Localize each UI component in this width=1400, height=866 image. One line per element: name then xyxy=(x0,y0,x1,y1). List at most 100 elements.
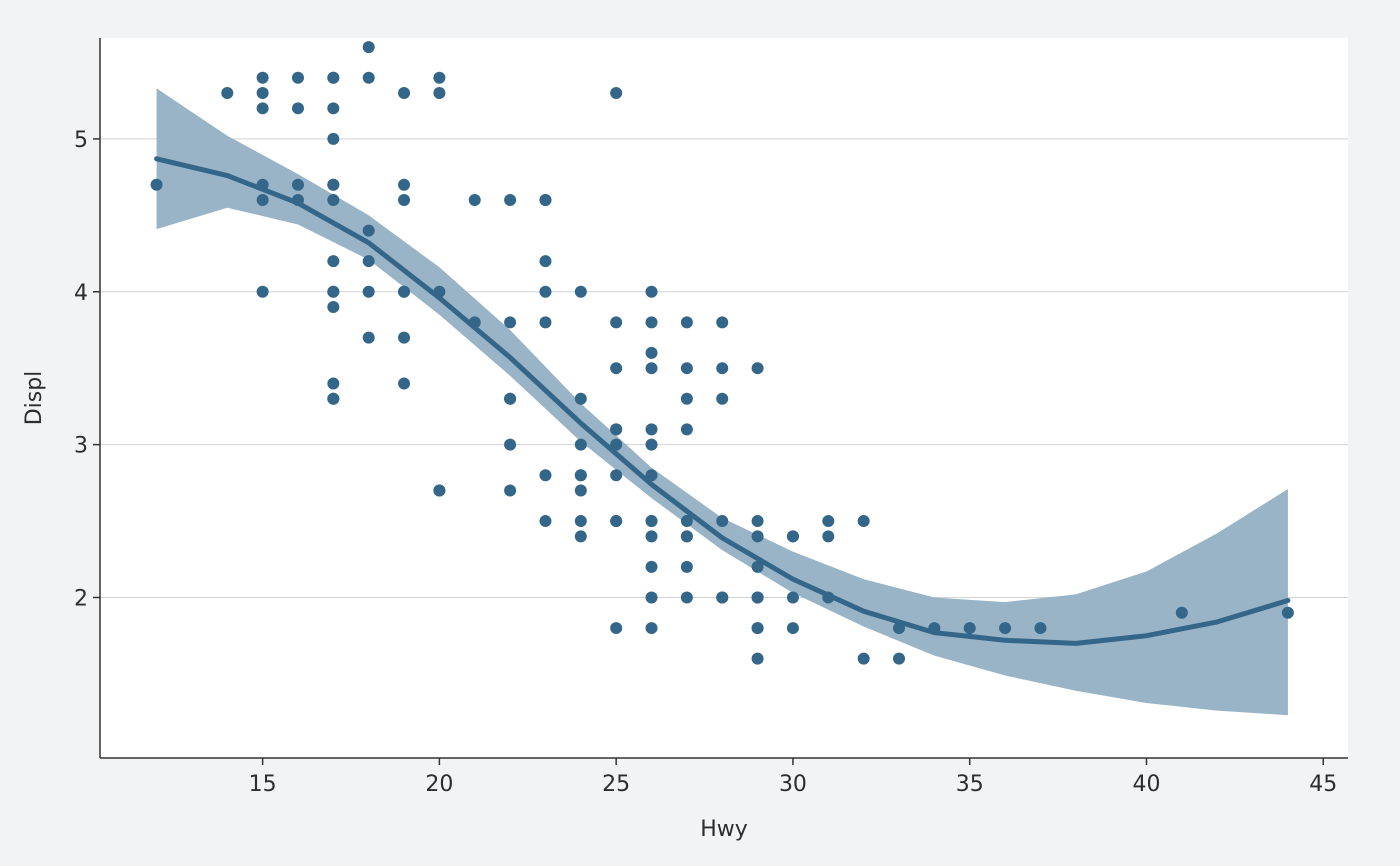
confidence-band xyxy=(156,88,1288,716)
data-point xyxy=(822,515,835,528)
y-tick-label: 5 xyxy=(74,128,88,153)
data-point xyxy=(716,515,729,528)
x-tick-label: 40 xyxy=(1132,772,1160,797)
data-point xyxy=(751,591,764,604)
data-point xyxy=(963,622,976,635)
data-point xyxy=(256,285,269,298)
data-point xyxy=(716,362,729,375)
x-tick-label: 30 xyxy=(779,772,807,797)
data-point xyxy=(751,530,764,543)
data-point xyxy=(362,285,375,298)
data-point xyxy=(362,255,375,268)
data-point xyxy=(1034,622,1047,635)
data-point xyxy=(610,423,623,436)
data-point xyxy=(1175,606,1188,619)
data-point xyxy=(680,560,693,573)
data-point xyxy=(398,377,411,390)
data-point xyxy=(645,591,658,604)
axes xyxy=(99,38,1348,759)
data-point xyxy=(610,87,623,100)
data-point xyxy=(751,652,764,665)
data-point xyxy=(539,469,552,482)
data-point xyxy=(291,71,304,84)
data-point xyxy=(256,194,269,207)
data-point xyxy=(398,285,411,298)
data-point xyxy=(574,484,587,497)
x-tick-label: 45 xyxy=(1309,772,1337,797)
data-point xyxy=(539,316,552,329)
data-point xyxy=(680,316,693,329)
confidence-band-layer xyxy=(156,88,1288,716)
data-point xyxy=(256,87,269,100)
data-point xyxy=(327,178,340,191)
data-point xyxy=(786,591,799,604)
data-point xyxy=(716,316,729,329)
data-point xyxy=(433,87,446,100)
data-point xyxy=(645,515,658,528)
data-point xyxy=(610,515,623,528)
data-point xyxy=(468,194,481,207)
x-axis-ticks: 15 20 25 30 35 40 45 xyxy=(249,758,1337,797)
data-point xyxy=(716,392,729,405)
data-point xyxy=(610,362,623,375)
data-point xyxy=(574,515,587,528)
data-point xyxy=(539,285,552,298)
data-point xyxy=(398,331,411,344)
data-point xyxy=(539,255,552,268)
data-point xyxy=(256,71,269,84)
data-point xyxy=(504,392,517,405)
data-point xyxy=(327,255,340,268)
data-point xyxy=(680,530,693,543)
y-tick-label: 4 xyxy=(74,281,88,306)
data-point xyxy=(610,316,623,329)
data-point xyxy=(398,194,411,207)
x-tick-label: 25 xyxy=(602,772,630,797)
data-point xyxy=(362,331,375,344)
data-point xyxy=(504,194,517,207)
y-tick-label: 3 xyxy=(74,434,88,459)
data-point xyxy=(398,87,411,100)
data-point xyxy=(574,469,587,482)
data-point xyxy=(327,301,340,314)
data-point xyxy=(433,71,446,84)
data-point xyxy=(398,178,411,191)
data-point xyxy=(645,530,658,543)
data-point xyxy=(893,652,906,665)
data-point xyxy=(504,484,517,497)
data-point xyxy=(362,224,375,237)
data-point xyxy=(645,622,658,635)
data-point xyxy=(751,515,764,528)
x-tick-label: 35 xyxy=(956,772,984,797)
data-point xyxy=(680,591,693,604)
data-point xyxy=(645,316,658,329)
data-point xyxy=(327,132,340,145)
data-point xyxy=(221,87,234,100)
data-point xyxy=(786,622,799,635)
data-point xyxy=(574,530,587,543)
data-point xyxy=(999,622,1012,635)
data-point xyxy=(504,316,517,329)
smooth-line-layer xyxy=(154,156,1291,646)
data-point xyxy=(822,530,835,543)
data-point xyxy=(680,362,693,375)
y-axis-title: Displ xyxy=(22,371,47,426)
data-point xyxy=(645,346,658,359)
data-point xyxy=(327,285,340,298)
data-point xyxy=(539,194,552,207)
data-point xyxy=(645,362,658,375)
data-point xyxy=(504,438,517,451)
data-point xyxy=(327,377,340,390)
data-point xyxy=(680,515,693,528)
data-point xyxy=(362,71,375,84)
data-point xyxy=(327,71,340,84)
data-point xyxy=(645,285,658,298)
points-layer xyxy=(150,41,1294,665)
data-point xyxy=(574,438,587,451)
data-point xyxy=(610,622,623,635)
x-tick-label: 15 xyxy=(249,772,277,797)
smooth-line xyxy=(154,156,1291,646)
y-tick-label: 2 xyxy=(74,586,88,611)
data-point xyxy=(857,652,870,665)
data-point xyxy=(327,392,340,405)
